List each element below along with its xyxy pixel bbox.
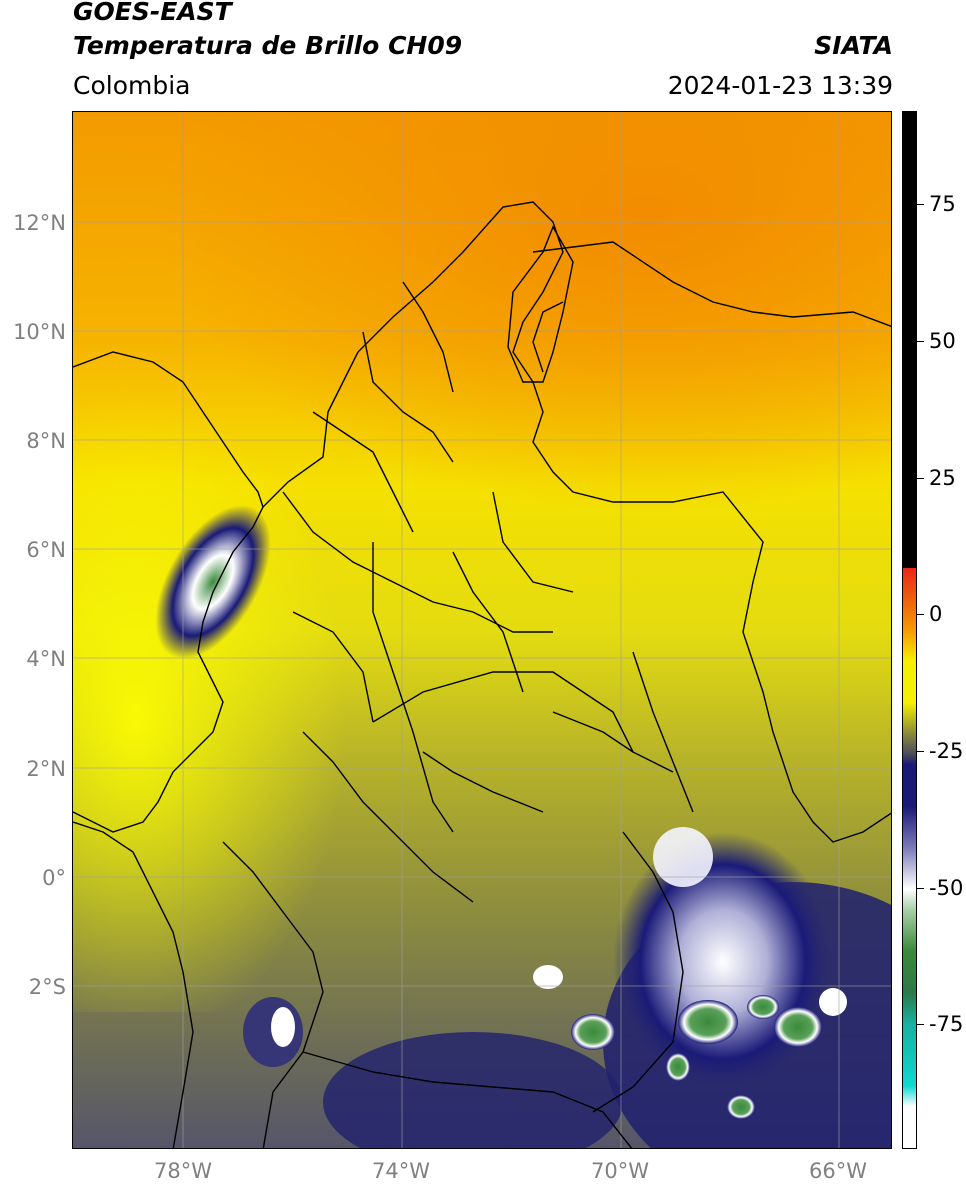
map-panel xyxy=(72,111,892,1149)
colorbar xyxy=(902,111,917,1149)
colorbar-label-25: 25 xyxy=(929,466,956,490)
colorbar-tick xyxy=(917,888,924,889)
colorbar-label-minus25: -25 xyxy=(929,739,964,763)
lat-label-0: 0° xyxy=(42,866,66,890)
colorbar-tick xyxy=(917,1024,924,1025)
colorbar-label-minus50: -50 xyxy=(929,876,964,900)
lon-label-66w: 66°W xyxy=(809,1159,867,1183)
title-datetime: 2024-01-23 13:39 xyxy=(667,71,893,100)
lon-label-74w: 74°W xyxy=(372,1159,430,1183)
lat-label-6n: 6°N xyxy=(26,538,66,562)
lat-label-4n: 4°N xyxy=(26,647,66,671)
colorbar-tick xyxy=(917,751,924,752)
colorbar-label-50: 50 xyxy=(929,329,956,353)
lat-label-2s: 2°S xyxy=(28,975,66,999)
colorbar-tick xyxy=(917,614,924,615)
lon-label-70w: 70°W xyxy=(591,1159,649,1183)
colorbar-tick xyxy=(917,204,924,205)
colorbar-tick xyxy=(917,478,924,479)
lon-label-78w: 78°W xyxy=(154,1159,212,1183)
lat-label-8n: 8°N xyxy=(26,429,66,453)
lat-label-12n: 12°N xyxy=(13,211,66,235)
colorbar-label-minus75: -75 xyxy=(929,1012,964,1036)
title-satellite: GOES-EAST xyxy=(73,0,232,26)
map-image xyxy=(73,112,891,1148)
title-org: SIATA xyxy=(814,31,893,60)
title-region: Colombia xyxy=(73,71,191,100)
lat-label-10n: 10°N xyxy=(13,320,66,344)
title-product: Temperatura de Brillo CH09 xyxy=(73,31,463,60)
lat-label-2n: 2°N xyxy=(26,757,66,781)
colorbar-tick xyxy=(917,341,924,342)
colorbar-label-75: 75 xyxy=(929,192,956,216)
colorbar-label-0: 0 xyxy=(929,602,943,626)
